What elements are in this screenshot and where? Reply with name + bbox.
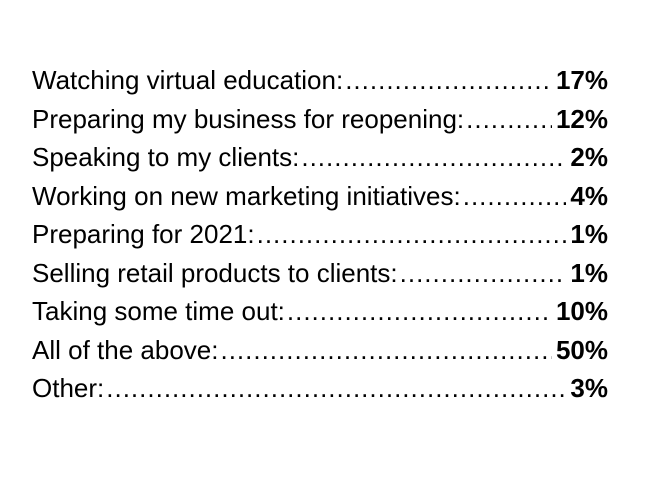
list-item: Preparing my business for reopening: 12% <box>32 100 608 139</box>
list-item: Taking some time out: 10% <box>32 292 608 331</box>
item-percentage: 3% <box>570 373 608 403</box>
dot-leader <box>301 138 566 177</box>
item-label: Watching virtual education: <box>32 65 344 95</box>
results-list: Watching virtual education: 17% Preparin… <box>32 61 608 408</box>
dot-leader <box>463 177 567 216</box>
dot-leader <box>257 215 567 254</box>
item-percentage: 2% <box>570 142 608 172</box>
item-label: Speaking to my clients: <box>32 142 300 172</box>
list-item: Working on new marketing initiatives: 4% <box>32 177 608 216</box>
list-item: Watching virtual education: 17% <box>32 61 608 100</box>
item-percentage: 12% <box>555 103 608 134</box>
item-percentage: 1% <box>570 257 608 288</box>
dot-leader <box>220 331 551 370</box>
dot-leader <box>466 100 552 139</box>
item-label: Other: <box>32 373 105 403</box>
list-item: Preparing for 2021: 1% <box>32 215 608 254</box>
item-percentage: 4% <box>570 180 608 211</box>
list-item: All of the above: 50% <box>32 331 608 370</box>
item-label: All of the above: <box>32 334 219 365</box>
item-label: Preparing for 2021: <box>32 219 255 249</box>
item-percentage: 50% <box>555 334 608 365</box>
item-label: Preparing my business for reopening: <box>32 103 465 134</box>
list-item: Speaking to my clients: 2% <box>32 138 608 177</box>
list-item: Other: 3% <box>32 369 608 408</box>
item-label: Selling retail products to clients: <box>32 257 398 288</box>
dot-leader <box>345 61 552 100</box>
item-percentage: 1% <box>570 219 608 249</box>
item-percentage: 17% <box>555 65 608 95</box>
dot-leader <box>400 254 567 293</box>
item-label: Working on new marketing initiatives: <box>32 180 461 211</box>
list-item: Selling retail products to clients: 1% <box>32 254 608 293</box>
item-percentage: 10% <box>555 296 608 326</box>
dot-leader <box>106 369 566 408</box>
dot-leader <box>287 292 552 331</box>
item-label: Taking some time out: <box>32 296 285 326</box>
